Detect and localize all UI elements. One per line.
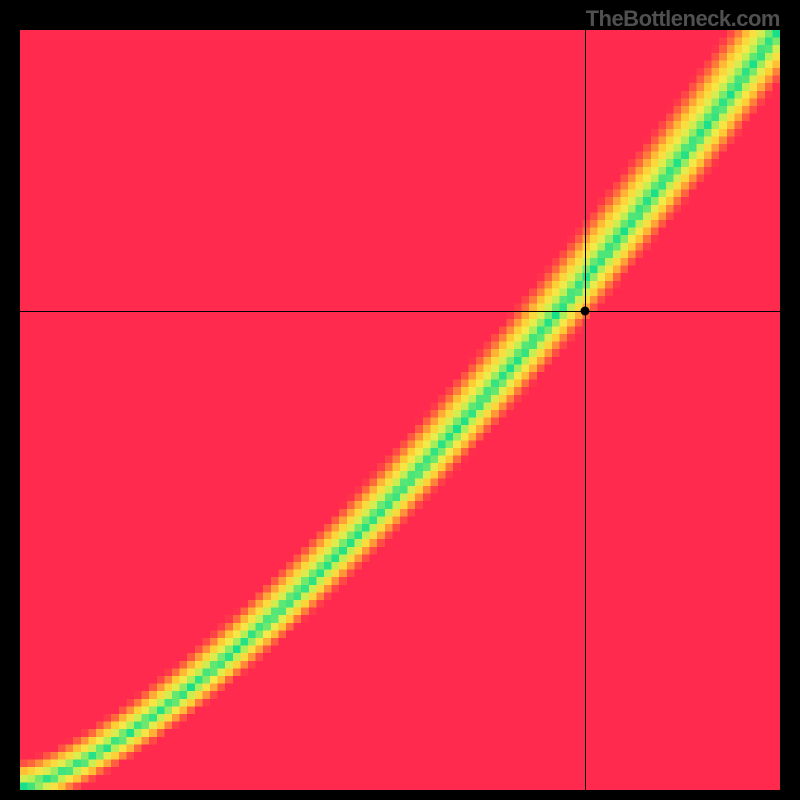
plot-area — [20, 30, 780, 790]
marker-point — [580, 307, 589, 316]
heatmap-canvas — [20, 30, 780, 790]
watermark-text: TheBottleneck.com — [586, 6, 780, 32]
crosshair-horizontal — [20, 311, 780, 312]
chart-container: TheBottleneck.com — [0, 0, 800, 800]
crosshair-vertical — [585, 30, 586, 790]
